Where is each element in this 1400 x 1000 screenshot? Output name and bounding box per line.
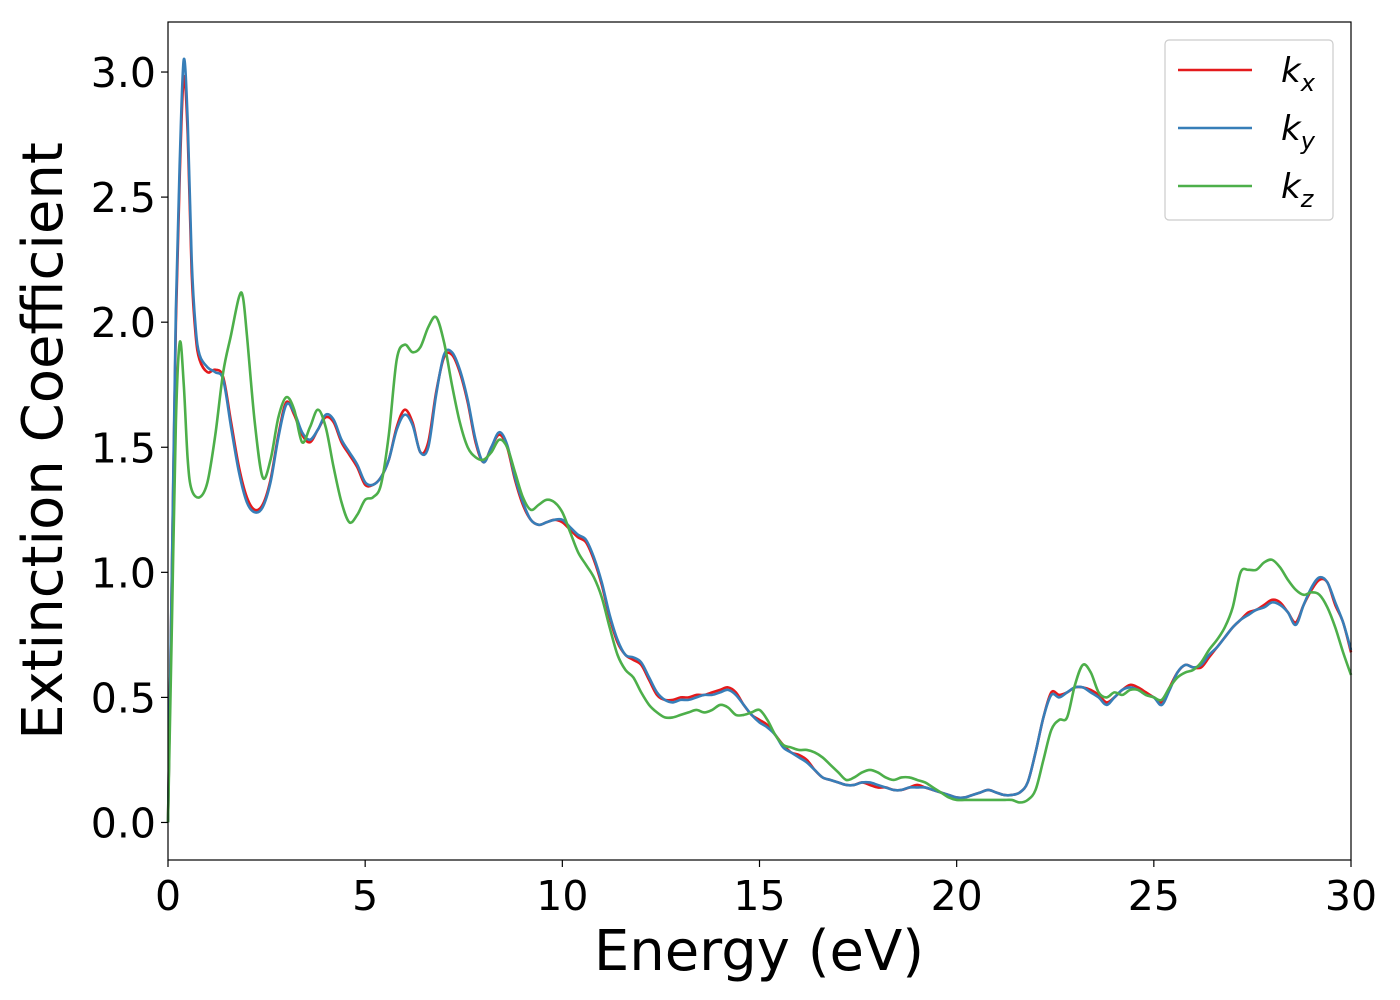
y-tick-label: 1.5: [91, 424, 156, 472]
x-tick-label: 5: [352, 872, 378, 920]
y-tick-label: 2.0: [91, 299, 156, 347]
x-tick-label: 20: [931, 872, 983, 920]
x-axis-label: Energy (eV): [594, 919, 924, 984]
y-tick-label: 3.0: [91, 49, 156, 97]
y-tick-label: 0.0: [91, 799, 156, 847]
x-axis: 0 5 10 15 20 25 30: [155, 860, 1377, 920]
x-tick-label: 15: [733, 872, 785, 920]
legend-box: [1164, 39, 1334, 221]
x-tick-label: 10: [536, 872, 588, 920]
y-tick-label: 0.5: [91, 674, 156, 722]
series-layer: [166, 57, 1353, 823]
x-tick-label: 0: [155, 872, 181, 920]
y-axis: 0.0 0.5 1.0 1.5 2.0 2.5 3.0: [91, 49, 168, 847]
x-tick-label: 30: [1325, 872, 1377, 920]
series-line-kz: [166, 291, 1353, 823]
y-tick-label: 2.5: [91, 174, 156, 222]
y-tick-label: 1.0: [91, 549, 156, 597]
x-tick-label: 25: [1128, 872, 1180, 920]
y-axis-label: Extinction Coefficient: [11, 142, 76, 740]
